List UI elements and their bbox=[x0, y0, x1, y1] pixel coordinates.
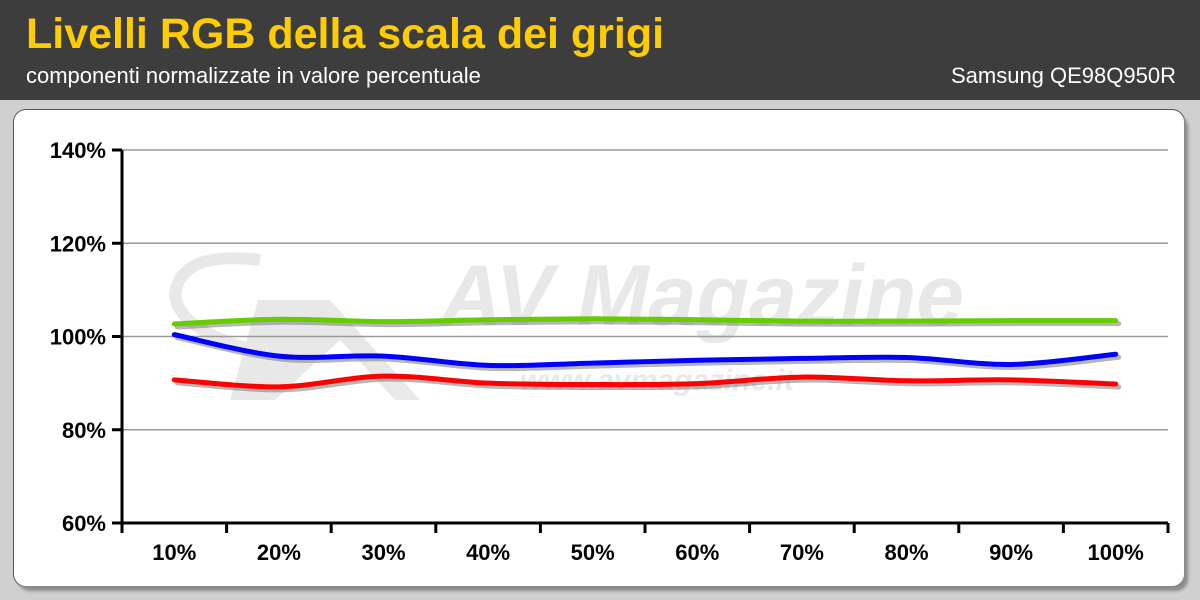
series-line-shadow bbox=[174, 319, 1122, 330]
x-tick-label: 50% bbox=[571, 540, 615, 565]
y-tick-label: 120% bbox=[50, 231, 106, 256]
x-axis-ticks: 10% 20% 30% 40% 50% 60% 70% 80% 90% 100% bbox=[152, 540, 1144, 565]
x-tick-label: 20% bbox=[257, 540, 301, 565]
y-axis-ticks: 60% 80% 100% 120% 140% bbox=[50, 138, 106, 536]
y-tick-label: 80% bbox=[62, 418, 106, 443]
y-tick-label: 140% bbox=[50, 138, 106, 163]
x-tick-label: 10% bbox=[152, 540, 196, 565]
series-line-2 bbox=[171, 332, 1119, 369]
axes bbox=[112, 148, 1170, 533]
chart-card bbox=[14, 110, 1184, 586]
x-tick-label: 30% bbox=[361, 540, 405, 565]
series-line-1 bbox=[171, 316, 1119, 327]
y-tick-label: 100% bbox=[50, 325, 106, 350]
line-chart: AV Magazine www.avmagazine.it 60%80%100%… bbox=[50, 138, 1170, 565]
series-line-shadow bbox=[174, 376, 1122, 393]
y-tick-label: 60% bbox=[62, 511, 106, 536]
series-line-3 bbox=[171, 373, 1119, 390]
series-line-shadow bbox=[174, 335, 1122, 372]
chart-title: Livelli RGB della scala dei grigi bbox=[26, 10, 665, 58]
chart-panel: AV Magazine www.avmagazine.it 60% 80% 100%… bbox=[0, 100, 1200, 600]
watermark-logo-text: AV Magazine bbox=[438, 248, 964, 344]
header-bar: Livelli RGB della scala dei grigi compon… bbox=[0, 0, 1200, 100]
gridlines bbox=[122, 149, 1168, 431]
chart-subtitle: componenti normalizzate in valore percen… bbox=[26, 63, 481, 88]
tv-model-label: Samsung QE98Q950R bbox=[950, 63, 1176, 88]
x-tick-label: 70% bbox=[780, 540, 824, 565]
x-tick-label: 100% bbox=[1088, 540, 1144, 565]
x-tick-label: 40% bbox=[466, 540, 510, 565]
series-lines bbox=[171, 316, 1122, 393]
watermark-swoosh-icon bbox=[168, 252, 301, 366]
x-tick-label: 90% bbox=[989, 540, 1033, 565]
x-tick-label: 60% bbox=[675, 540, 719, 565]
x-tick-label: 80% bbox=[884, 540, 928, 565]
